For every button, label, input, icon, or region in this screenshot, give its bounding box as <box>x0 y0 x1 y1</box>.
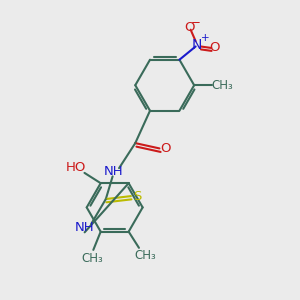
Text: O: O <box>209 41 220 54</box>
Text: NH: NH <box>104 165 124 178</box>
Text: CH₃: CH₃ <box>82 252 103 265</box>
Text: N: N <box>192 38 202 52</box>
Text: CH₃: CH₃ <box>211 79 233 92</box>
Text: −: − <box>191 16 201 28</box>
Text: NH: NH <box>75 220 94 233</box>
Text: O: O <box>161 142 171 155</box>
Text: HO: HO <box>65 161 86 174</box>
Text: +: + <box>201 33 209 43</box>
Text: S: S <box>133 190 142 202</box>
Text: O: O <box>184 21 194 34</box>
Text: CH₃: CH₃ <box>134 249 156 262</box>
